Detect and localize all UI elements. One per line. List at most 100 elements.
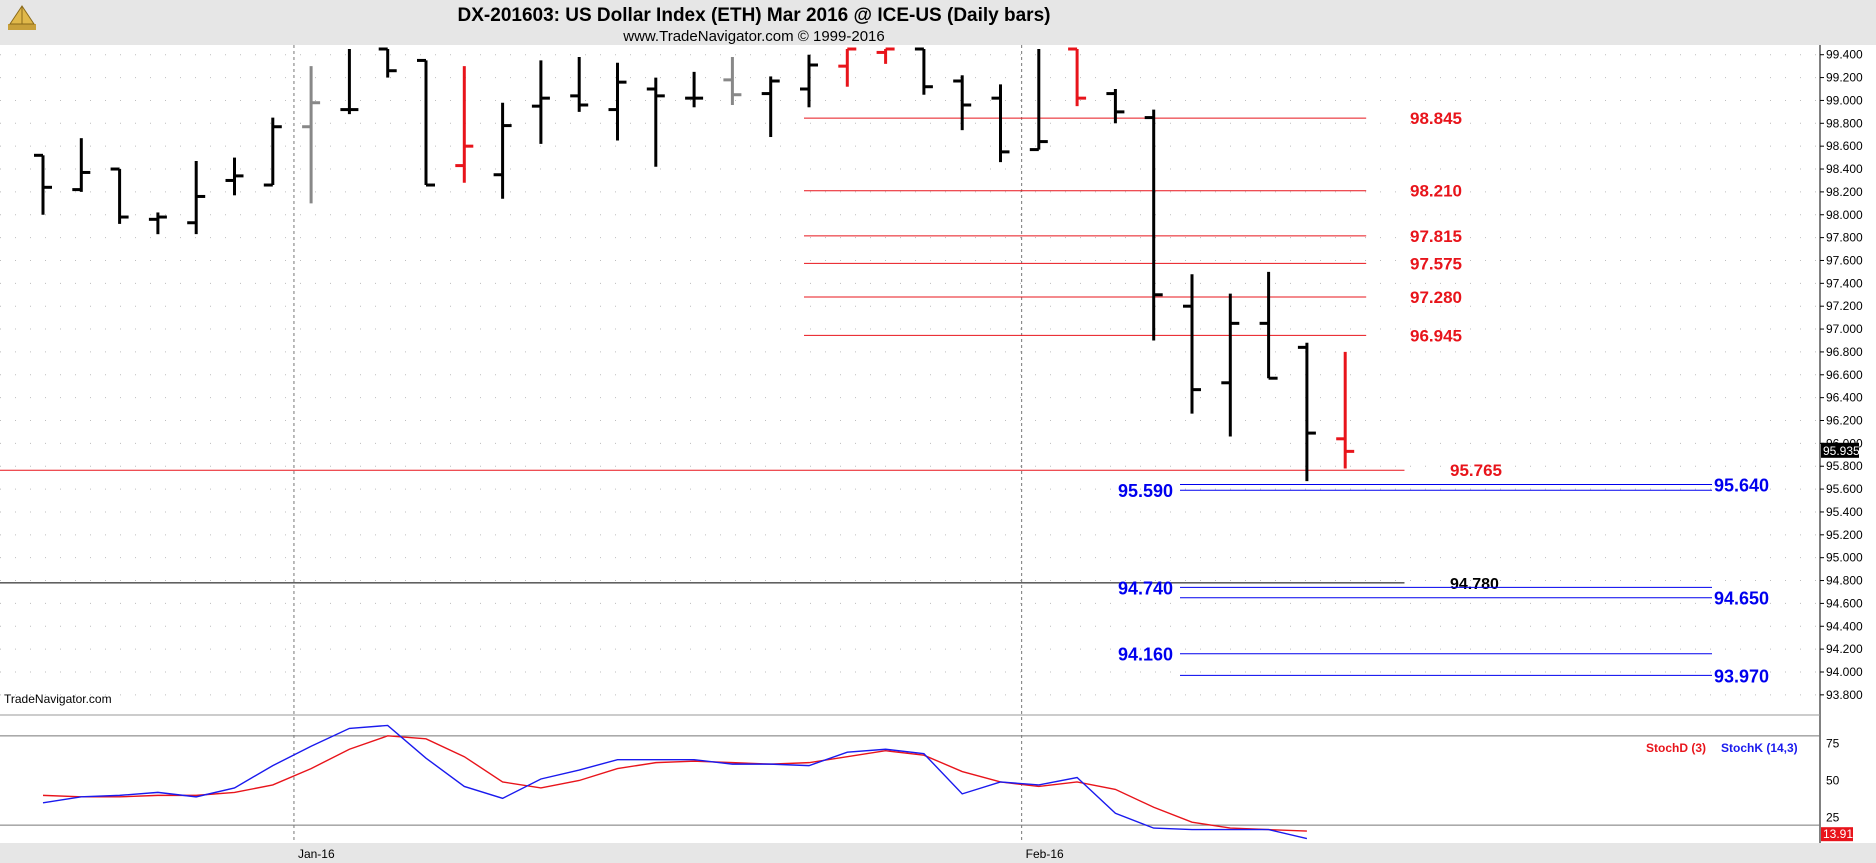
y-tick-label: 96.800 (1826, 345, 1863, 359)
ohlc-bar (1183, 274, 1201, 414)
ohlc-bar (838, 47, 857, 87)
ohlc-bar (1144, 109, 1163, 341)
legend-stochk: StochK (14,3) (1721, 741, 1798, 755)
stoch-last-box (1821, 827, 1853, 842)
x-tick-label: Jan-16 (298, 847, 335, 861)
grid (0, 45, 1820, 843)
y-tick-label: 98.600 (1826, 139, 1863, 153)
y-tick-label: 96.200 (1826, 414, 1863, 428)
level-label: 97.280 (1410, 288, 1462, 307)
ohlc-bar (608, 62, 627, 141)
y-tick-label: 96.400 (1826, 391, 1863, 405)
chart-subtitle: www.TradeNavigator.com © 1999-2016 (622, 28, 884, 45)
stoch-tick-label: 25 (1826, 811, 1840, 825)
ohlc-bar (531, 60, 550, 144)
level-label: 94.780 (1450, 576, 1499, 593)
stochd-line (42, 735, 1307, 832)
last-price-box (1821, 442, 1859, 458)
level-label: 95.590 (1118, 481, 1173, 501)
level-label: 94.740 (1118, 578, 1173, 598)
ohlc-bar (1336, 351, 1355, 469)
ohlc-bar (110, 167, 129, 224)
y-tick-label: 99.200 (1826, 71, 1863, 85)
y-tick-label: 99.000 (1826, 93, 1863, 107)
ohlc-bar (493, 102, 512, 199)
y-tick-label: 94.000 (1826, 665, 1863, 679)
ohlc-bar (263, 117, 282, 187)
date-axis (0, 843, 1876, 863)
ohlc-bar (1029, 49, 1048, 152)
y-tick-label: 98.800 (1826, 116, 1863, 130)
ohlc-bar (991, 84, 1010, 163)
price-levels: 98.845 98.210 97.815 97.575 97.280 96.945 95.7… (0, 109, 1769, 686)
stoch-tick-label: 50 (1826, 773, 1840, 787)
ohlc-bar (225, 157, 244, 196)
ohlc-bar (685, 71, 704, 108)
ohlc-bar (914, 47, 933, 95)
y-tick-label: 98.000 (1826, 208, 1863, 222)
logo-icon (8, 5, 36, 30)
date-labels: Jan-16 Feb-16 (298, 847, 1064, 861)
y-tick-label: 95.800 (1826, 459, 1863, 473)
y-tick-label: 94.200 (1826, 642, 1863, 656)
level-label: 97.815 (1410, 227, 1462, 246)
y-tick-label: 99.400 (1826, 48, 1863, 62)
ohlc-bar (455, 66, 474, 183)
y-tick-label: 98.200 (1826, 185, 1863, 199)
y-tick-label: 95.200 (1826, 528, 1863, 542)
stoch-tick-label: 75 (1826, 736, 1840, 750)
ohlc-bar (800, 54, 818, 108)
ohlc-bar (1259, 271, 1278, 380)
y-tick-label: 93.800 (1826, 688, 1863, 702)
ohlc-bar (1068, 47, 1087, 107)
level-label: 96.945 (1410, 326, 1462, 345)
stochk-line (42, 724, 1308, 840)
ohlc-bar (953, 75, 972, 131)
level-label: 98.210 (1410, 182, 1462, 201)
y-tick-label: 97.800 (1826, 231, 1863, 245)
level-label: 95.640 (1714, 476, 1769, 496)
chart-title: DX-201603: US Dollar Index (ETH) Mar 201… (458, 5, 1051, 26)
x-tick-label: Feb-16 (1026, 847, 1064, 861)
level-label: 93.970 (1714, 666, 1769, 686)
ohlc-bar (876, 47, 895, 64)
watermark-text: TradeNavigator.com (4, 692, 112, 706)
y-tick-label: 97.200 (1826, 299, 1863, 313)
ohlc-bar (378, 47, 397, 78)
y-tick-label: 95.000 (1826, 551, 1863, 565)
ohlc-bar (1106, 89, 1125, 124)
ohlc-bar (72, 138, 91, 192)
y-tick-label: 94.600 (1826, 596, 1863, 610)
stoch-last-label: 13.91 (1823, 827, 1853, 841)
ohlc-bar (302, 66, 321, 204)
level-label: 97.575 (1410, 254, 1462, 273)
level-label: 94.160 (1118, 645, 1173, 665)
ohlc-bar (723, 57, 742, 106)
stochastic-panel: 75 50 25 StochD (3) StochK (14,3) 13.91 (0, 724, 1853, 842)
y-tick-label: 95.600 (1826, 482, 1863, 496)
ohlc-bar (1221, 293, 1240, 437)
y-tick-label: 97.000 (1826, 322, 1863, 336)
ohlc-bar (761, 76, 780, 138)
ohlc-bar (340, 49, 359, 115)
y-tick-label: 97.400 (1826, 276, 1863, 290)
legend-stochd: StochD (3) (1646, 741, 1706, 755)
ohlc-bar (646, 77, 665, 167)
ohlc-bar (148, 212, 167, 235)
last-price-label: 95.935 (1823, 444, 1860, 458)
ohlc-bar (570, 57, 589, 112)
y-tick-label: 94.400 (1826, 619, 1863, 633)
price-bars (34, 47, 1355, 482)
y-tick-label: 97.600 (1826, 253, 1863, 267)
level-label: 98.845 (1410, 109, 1462, 128)
level-label: 95.765 (1450, 461, 1502, 480)
ohlc-bar (187, 161, 206, 235)
title-bar (0, 0, 1876, 45)
level-label: 94.650 (1714, 589, 1769, 609)
y-tick-label: 98.400 (1826, 162, 1863, 176)
y-tick-label: 94.800 (1826, 574, 1863, 588)
y-tick-label: 96.600 (1826, 368, 1863, 382)
price-axis: 99.400 99.200 99.000 98.800 98.600 98.400 98.2… (1820, 48, 1863, 702)
ohlc-bar (1297, 342, 1316, 482)
